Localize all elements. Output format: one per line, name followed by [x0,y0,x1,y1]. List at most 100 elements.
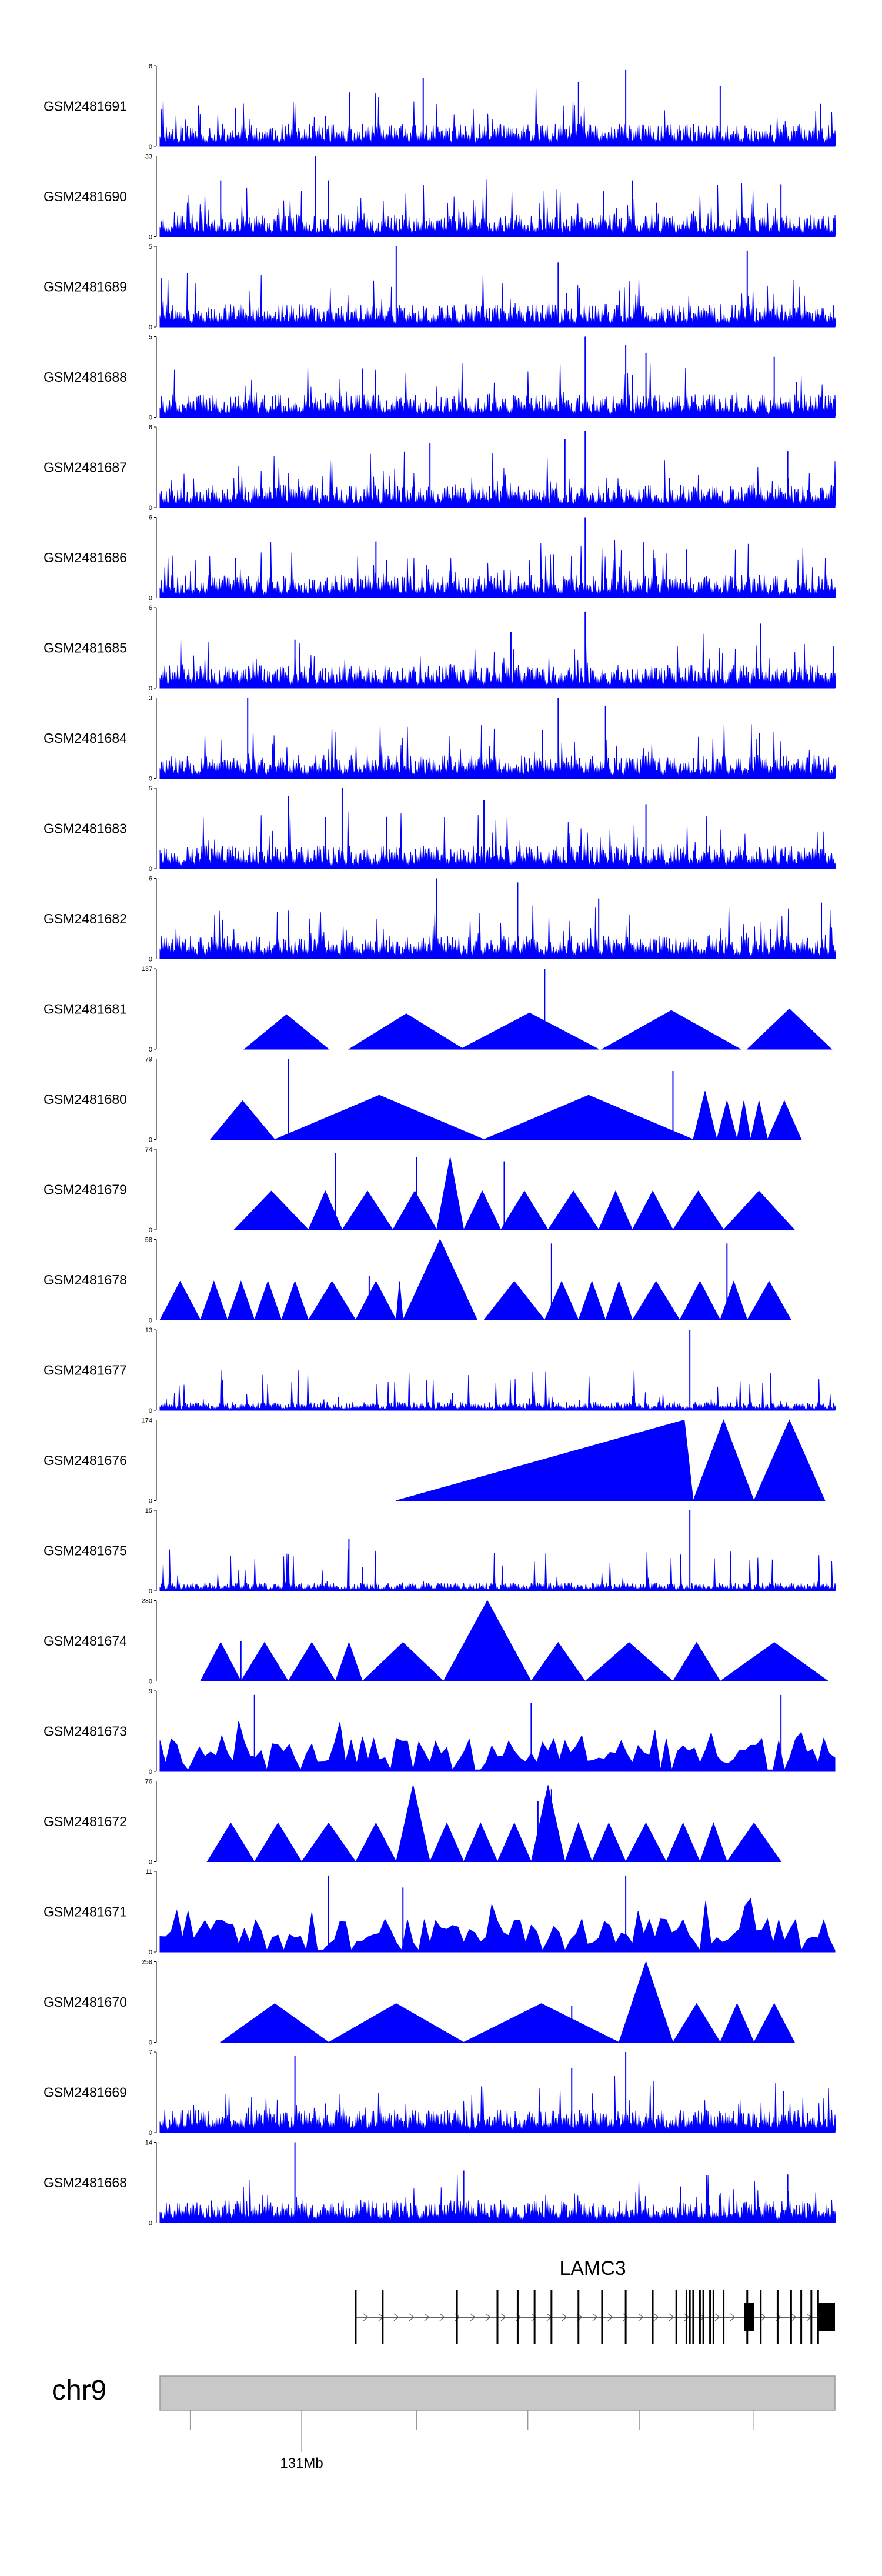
y-tick-label-max: 3 [149,695,152,702]
strand-arrow [439,2313,445,2321]
coverage-area [159,905,836,959]
strand-arrow [714,2313,720,2321]
y-tick-label-min: 0 [149,144,152,151]
y-tick-label-max: 137 [142,966,152,973]
genome-axis-track: chr9 131Mb [52,2375,836,2471]
track-GSM2481677: GSM2481677 13 0 [44,1327,836,1414]
strand-arrow [623,2313,629,2321]
track-GSM2481671: GSM2481671 11 0 [44,1868,836,1956]
exon [810,2290,813,2344]
track-GSM2481678: GSM2481678 58 0 [44,1237,792,1324]
y-tick-label-max: 6 [149,515,152,522]
y-tick-label-max: 11 [146,1868,152,1876]
coverage-area [396,1419,826,1501]
exon [550,2290,553,2344]
strand-arrow [409,2313,415,2321]
coverage-area [159,362,836,418]
track-GSM2481670: GSM2481670 258 0 [44,1959,795,2047]
track-label: GSM2481681 [44,1002,127,1017]
strand-arrow [470,2313,476,2321]
coverage-area [159,633,836,689]
coverage-area [243,1008,833,1050]
y-tick-label-max: 58 [145,1237,152,1244]
coverage-area [210,1091,802,1140]
track-GSM2481681: GSM2481681 137 0 [44,966,833,1053]
y-tick-label-min: 0 [149,324,152,331]
track-label: GSM2481690 [44,189,127,204]
strand-arrow [500,2313,506,2321]
strand-arrow [485,2313,491,2321]
gene-annotation-track: LAMC3 [355,2257,835,2344]
strand-arrow [638,2313,644,2321]
track-label: GSM2481670 [44,1994,127,2010]
track-GSM2481687: GSM2481687 6 0 [44,424,836,512]
strand-arrow [760,2313,766,2321]
coverage-area [159,89,836,147]
track-label: GSM2481677 [44,1363,127,1378]
track-label: GSM2481686 [44,550,127,565]
strand-arrow [669,2313,674,2321]
y-tick-label-max: 14 [145,2140,152,2147]
coverage-area [159,179,836,237]
y-tick-label-max: 5 [149,785,152,792]
exon [709,2290,711,2344]
coverage-area [159,1721,836,1772]
exon [712,2290,714,2344]
exon [723,2290,725,2344]
track-label: GSM2481688 [44,369,127,385]
track-label: GSM2481682 [44,911,127,926]
y-tick-label-min: 0 [149,2220,152,2227]
y-tick-label-min: 0 [149,685,152,692]
ideogram-band [159,2375,836,2411]
y-tick-label-max: 79 [145,1056,152,1063]
strand-arrow [699,2313,705,2321]
y-tick-label-min: 0 [149,595,152,602]
exon [685,2290,687,2344]
strand-arrow [791,2313,797,2321]
strand-arrow [424,2313,430,2321]
track-GSM2481684: GSM2481684 3 0 [44,695,836,783]
y-tick-label-max: 6 [149,605,152,612]
track-label: GSM2481680 [44,1092,127,1107]
exon [601,2290,603,2344]
strand-arrow [607,2313,613,2321]
coverage-area [159,540,836,598]
y-tick-label-max: 230 [142,1598,152,1605]
y-tick-label-max: 74 [145,1146,152,1153]
coverage-area [159,1369,836,1412]
y-tick-label-min: 0 [149,956,152,963]
exon [800,2290,803,2344]
y-tick-label-max: 5 [149,243,152,251]
exon [790,2290,792,2344]
exon [355,2290,357,2344]
exon [744,2303,754,2331]
coverage-area [159,2076,836,2133]
strand-arrow [531,2313,537,2321]
coverage-area [159,1897,836,1953]
track-label: GSM2481679 [44,1182,127,1197]
y-tick-label-max: 9 [149,1688,152,1695]
track-label: GSM2481691 [44,99,127,114]
chromosome-label: chr9 [52,2375,106,2406]
y-tick-label-min: 0 [149,1227,152,1234]
track-label: GSM2481673 [44,1724,127,1739]
y-tick-label-max: 33 [145,154,152,161]
track-label: GSM2481676 [44,1453,127,1468]
track-GSM2481682: GSM2481682 6 0 [44,876,836,963]
track-GSM2481685: GSM2481685 6 0 [44,605,836,692]
track-label: GSM2481684 [44,730,127,746]
coverage-area [159,2175,836,2223]
strand-arrow [730,2313,736,2321]
y-tick-label-max: 6 [149,424,152,431]
track-GSM2481688: GSM2481688 5 0 [44,334,836,422]
exon [533,2290,536,2344]
y-tick-label-max: 6 [149,876,152,883]
track-GSM2481676: GSM2481676 174 0 [44,1417,826,1505]
exon [760,2290,762,2344]
y-tick-label-min: 0 [149,1679,152,1686]
track-GSM2481690: GSM2481690 33 0 [44,154,836,241]
exon [382,2290,384,2344]
y-tick-label-min: 0 [149,1137,152,1144]
track-GSM2481683: GSM2481683 5 0 [44,785,836,873]
